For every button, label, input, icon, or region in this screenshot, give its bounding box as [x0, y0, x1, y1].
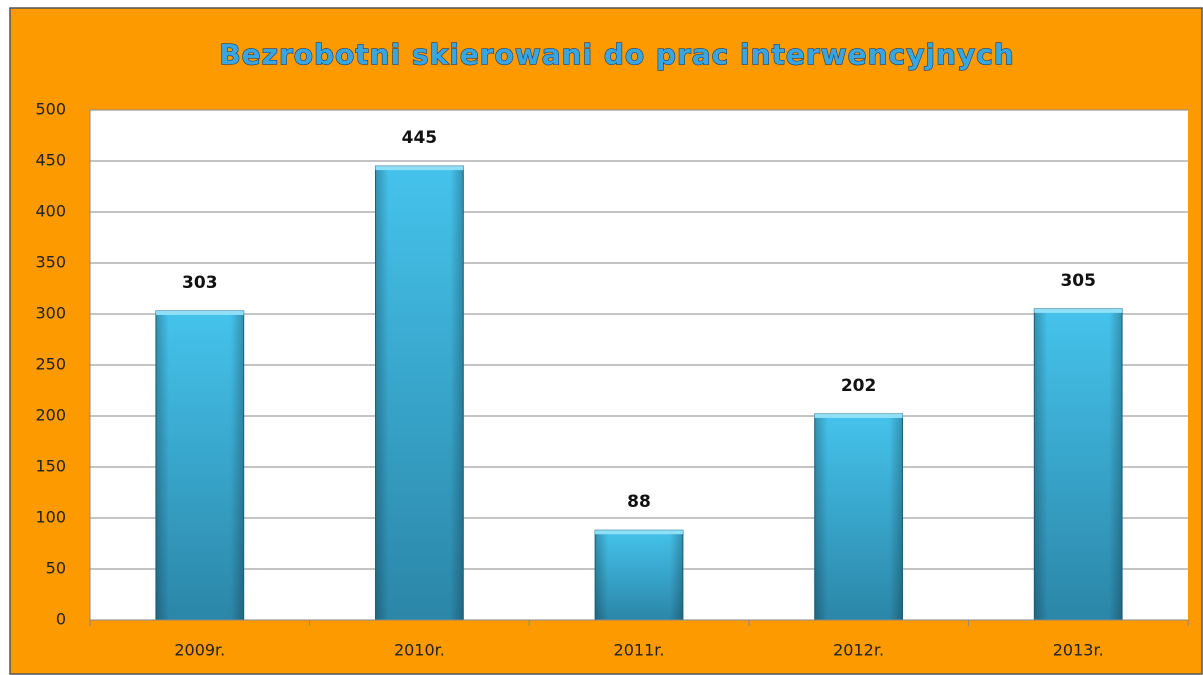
y-tick-label: 300 — [35, 304, 66, 323]
y-tick-label: 150 — [35, 457, 66, 476]
bar-group — [374, 165, 464, 621]
bar-shade — [155, 310, 244, 620]
y-tick-label: 350 — [35, 253, 66, 272]
x-tick-label: 2009r. — [174, 641, 225, 660]
y-tick-label: 450 — [35, 151, 66, 170]
bar-cap — [595, 530, 683, 535]
y-tick-label: 0 — [56, 610, 66, 629]
x-tick-label: 2010r. — [394, 641, 445, 660]
x-tick-label: 2013r. — [1053, 641, 1104, 660]
y-tick-label: 400 — [35, 202, 66, 221]
bar-shade — [1034, 308, 1123, 620]
data-label: 445 — [402, 128, 438, 148]
y-tick-label: 200 — [35, 406, 66, 425]
data-label: 88 — [627, 492, 651, 512]
x-tick-label: 2012r. — [833, 641, 884, 660]
bar-cap — [155, 310, 244, 315]
data-label: 303 — [182, 273, 218, 293]
bar-group — [594, 529, 684, 621]
bar-group — [1033, 308, 1123, 621]
bar-cap — [1034, 308, 1123, 313]
x-tick-label: 2011r. — [614, 641, 665, 660]
y-tick-label: 250 — [35, 355, 66, 374]
chart-title: Bezrobotni skierowani do prac interwency… — [219, 38, 1014, 71]
bar-group — [155, 310, 245, 621]
data-label: 202 — [841, 376, 877, 396]
bar-group — [814, 413, 904, 621]
y-tick-label: 500 — [35, 100, 66, 119]
y-tick-label: 50 — [46, 559, 66, 578]
y-tick-label: 100 — [35, 508, 66, 527]
bar-shade — [595, 530, 683, 620]
bar-shade — [814, 413, 903, 620]
bar-shade — [375, 166, 464, 620]
bar-cap — [814, 413, 903, 418]
data-label: 305 — [1060, 271, 1096, 291]
bar-cap — [375, 166, 464, 171]
